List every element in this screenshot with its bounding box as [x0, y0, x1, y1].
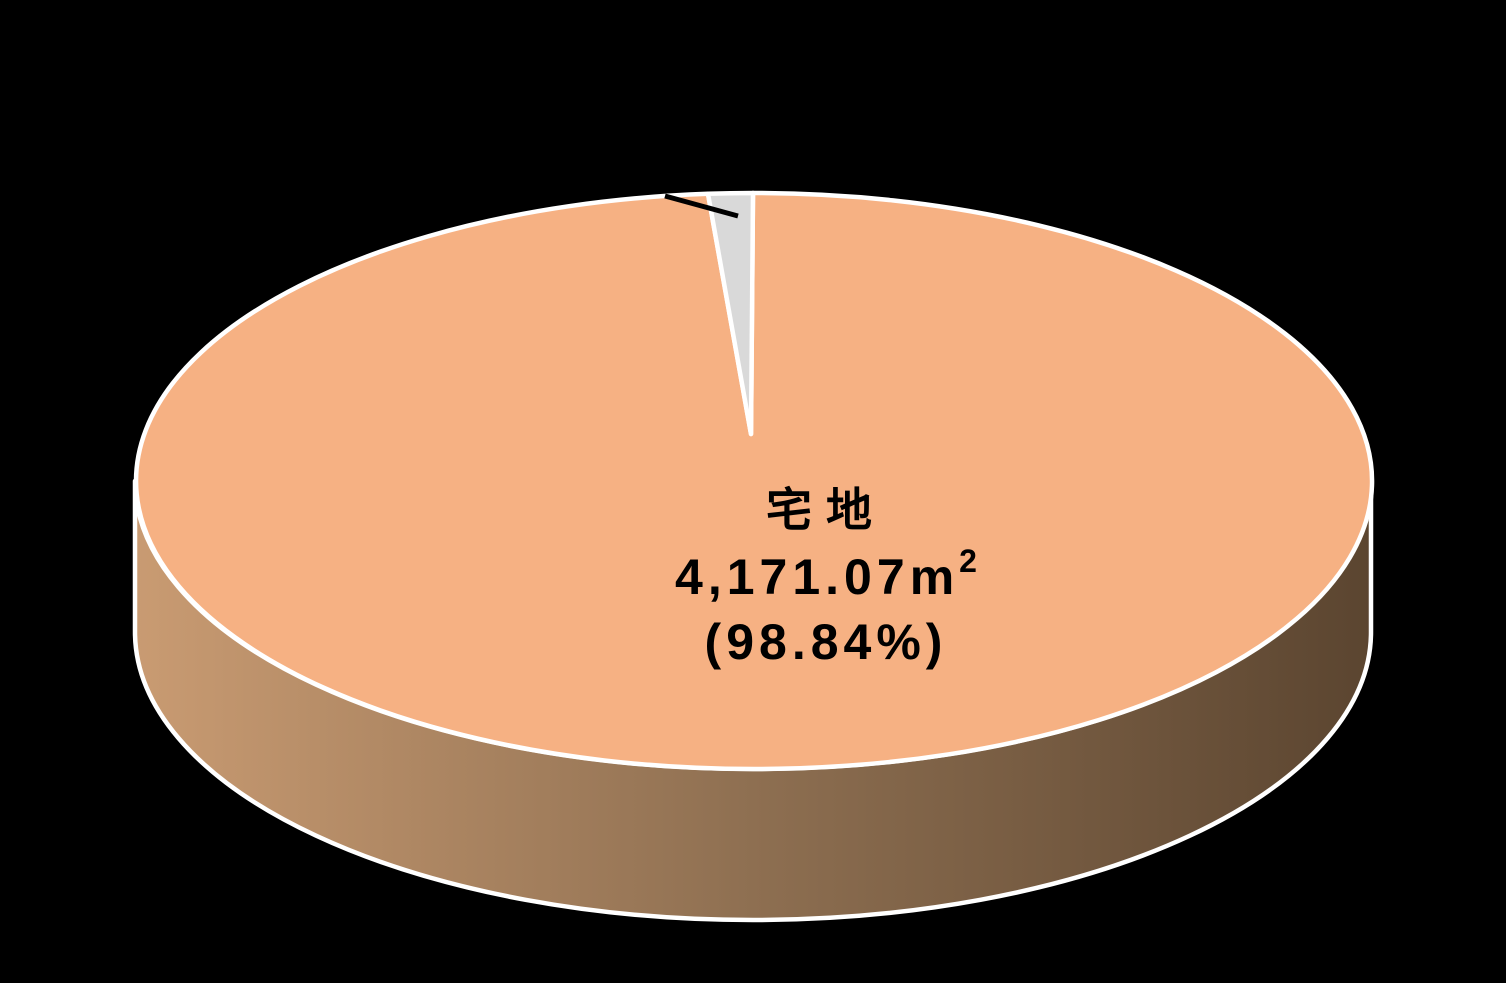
- slice-label-unit: m: [910, 549, 959, 605]
- slice-label-area: 4,171.07m2: [675, 543, 977, 605]
- slice-label-unit-exponent: 2: [959, 543, 977, 579]
- pie-slice-other: [705, 190, 756, 437]
- slice-label-percent: (98.84%): [705, 614, 948, 670]
- slice-label-name: 宅地: [766, 484, 886, 536]
- pie-slice-takuchi: [133, 190, 1375, 772]
- leader-line: [664, 193, 739, 219]
- slice-label-area-value: 4,171.07: [675, 549, 910, 605]
